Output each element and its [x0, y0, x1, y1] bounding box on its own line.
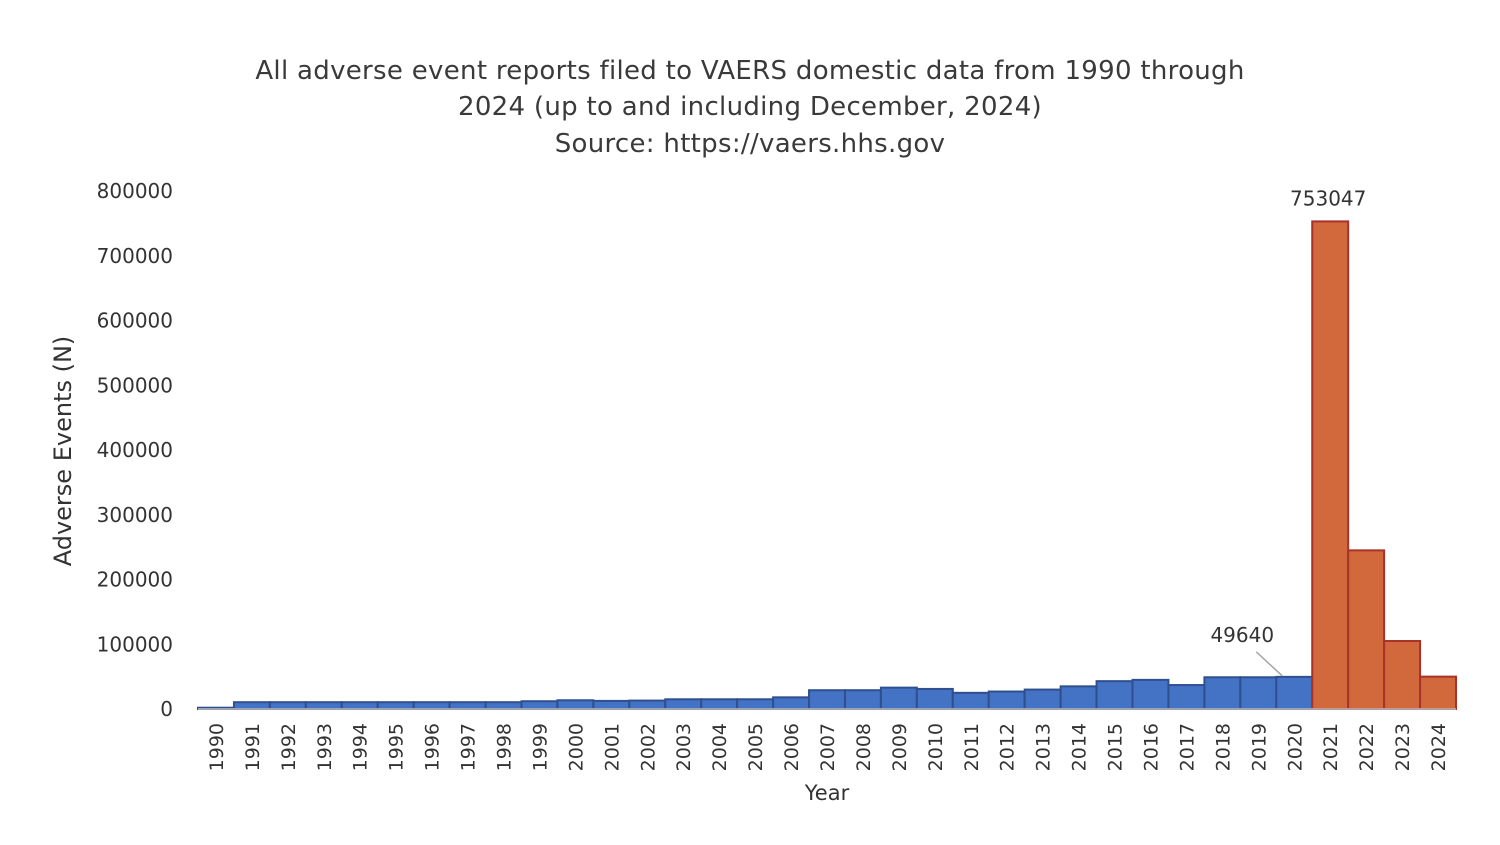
x-tick-label-2019: 2019: [1248, 723, 1270, 771]
bar-1996: [412, 701, 451, 710]
bar-1991: [232, 701, 271, 710]
bar-1992: [268, 701, 307, 710]
x-tick-label-2003: 2003: [673, 723, 695, 771]
bar-2007: [808, 689, 846, 710]
bar-2004: [700, 698, 739, 710]
y-tick-label-4: 400000: [97, 438, 173, 462]
bar-2016: [1131, 678, 1170, 710]
bar-2013: [1023, 688, 1062, 711]
y-tick-label-1: 100000: [97, 632, 173, 656]
bar-2003: [664, 698, 703, 710]
x-tick-label-2016: 2016: [1140, 723, 1162, 771]
x-tick-label-2010: 2010: [925, 723, 947, 771]
bar-1999: [520, 700, 559, 710]
bar-2000: [556, 699, 595, 710]
annotations: 753047 49640: [1210, 186, 1366, 677]
bar-2017: [1167, 684, 1206, 710]
x-axis-ticks: 1990 1991 1992 1993 1994 1995 1996 1997 1998 1999…: [206, 723, 1450, 771]
bar-2012: [987, 690, 1026, 711]
chart-title-line-1: All adverse event reports filed to VAERS…: [255, 56, 1245, 86]
x-tick-label-1992: 1992: [278, 723, 300, 771]
x-tick-label-2018: 2018: [1212, 723, 1234, 771]
y-tick-label-8: 800000: [97, 179, 173, 203]
bar-2023: [1383, 640, 1422, 711]
y-tick-label-5: 500000: [97, 373, 173, 397]
bar-2006: [772, 696, 811, 710]
bar-2019: [1239, 676, 1278, 711]
bar-2024: [1419, 675, 1457, 710]
x-tick-label-2013: 2013: [1033, 723, 1055, 771]
bar-2001: [592, 699, 631, 710]
x-tick-label-1993: 1993: [314, 723, 336, 771]
bar-2015: [1095, 680, 1134, 710]
bar-1995: [376, 701, 415, 710]
x-tick-label-2000: 2000: [565, 723, 587, 771]
x-tick-label-2004: 2004: [709, 723, 731, 771]
y-tick-label-6: 600000: [97, 309, 173, 333]
x-tick-label-2011: 2011: [961, 723, 983, 771]
x-tick-label-1997: 1997: [458, 723, 480, 771]
x-tick-label-2009: 2009: [889, 723, 911, 771]
x-tick-label-2002: 2002: [637, 723, 659, 771]
y-tick-label-3: 300000: [97, 503, 173, 527]
x-tick-label-1999: 1999: [529, 723, 551, 771]
y-axis-label: Adverse Events (N): [49, 336, 77, 567]
x-tick-label-2020: 2020: [1284, 723, 1306, 771]
y-axis-ticks: 0 100000 200000 300000 400000 500000 600000 700…: [97, 179, 173, 721]
x-tick-label-1990: 1990: [206, 723, 228, 771]
bar-1993: [304, 701, 343, 710]
bar-2018: [1203, 676, 1242, 711]
x-tick-label-2012: 2012: [997, 723, 1019, 771]
x-tick-label-2021: 2021: [1320, 723, 1342, 771]
x-tick-label-1991: 1991: [242, 723, 264, 771]
data-label-2020: 49640: [1210, 623, 1274, 647]
x-tick-label-2015: 2015: [1105, 723, 1127, 771]
bar-2005: [736, 698, 775, 710]
y-tick-label-2: 200000: [97, 568, 173, 592]
bar-2011: [951, 691, 990, 710]
bar-2022: [1347, 549, 1386, 710]
x-tick-label-2005: 2005: [745, 723, 767, 771]
x-tick-label-2008: 2008: [853, 723, 875, 771]
x-tick-label-2024: 2024: [1428, 723, 1450, 771]
bars: [197, 220, 1457, 711]
data-label-2021: 753047: [1290, 186, 1366, 210]
x-tick-label-2023: 2023: [1392, 723, 1414, 771]
bar-2021: [1311, 220, 1350, 710]
x-tick-label-2006: 2006: [781, 723, 803, 771]
x-axis-label: Year: [804, 781, 850, 805]
bar-2020: [1275, 675, 1314, 710]
data-label-leader-2020: [1255, 651, 1283, 677]
x-tick-label-1996: 1996: [422, 723, 444, 771]
x-tick-label-2001: 2001: [601, 723, 623, 771]
bar-1998: [484, 701, 523, 710]
x-tick-label-2007: 2007: [817, 723, 839, 771]
bar-2010: [915, 687, 954, 710]
x-tick-label-1995: 1995: [386, 723, 408, 771]
chart-title-line-3: Source: https://vaers.hhs.gov: [554, 129, 946, 159]
x-tick-label-2022: 2022: [1356, 723, 1378, 771]
bar-2014: [1059, 685, 1098, 711]
bar-2009: [879, 686, 918, 711]
bar-1997: [448, 701, 487, 710]
y-tick-label-7: 700000: [97, 244, 173, 268]
bar-2002: [628, 699, 667, 711]
x-tick-label-1994: 1994: [350, 723, 372, 771]
x-tick-label-1998: 1998: [494, 723, 516, 771]
chart-title-line-2: 2024 (up to and including December, 2024…: [457, 92, 1042, 122]
x-tick-label-2014: 2014: [1069, 723, 1091, 771]
bar-1994: [340, 701, 379, 710]
x-tick-label-2017: 2017: [1176, 723, 1198, 771]
bar-2008: [843, 689, 882, 710]
y-tick-label-0: 0: [160, 697, 173, 721]
